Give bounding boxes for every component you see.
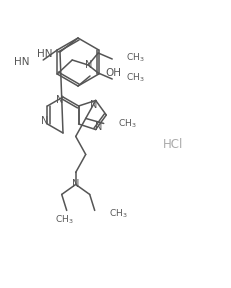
Text: HN: HN	[14, 57, 29, 67]
Text: CH$_3$: CH$_3$	[118, 117, 136, 130]
Text: OH: OH	[105, 68, 121, 78]
Text: HCl: HCl	[163, 139, 183, 151]
Text: CH$_3$: CH$_3$	[55, 213, 74, 226]
Text: N: N	[90, 101, 97, 110]
Text: N: N	[41, 116, 48, 126]
Text: N: N	[95, 122, 102, 132]
Text: N: N	[85, 60, 92, 70]
Text: CH$_3$: CH$_3$	[109, 207, 127, 220]
Text: HN: HN	[36, 49, 52, 59]
Text: N: N	[56, 95, 64, 105]
Text: CH$_3$: CH$_3$	[126, 72, 145, 84]
Text: CH$_3$: CH$_3$	[126, 52, 145, 64]
Text: N: N	[72, 179, 79, 190]
